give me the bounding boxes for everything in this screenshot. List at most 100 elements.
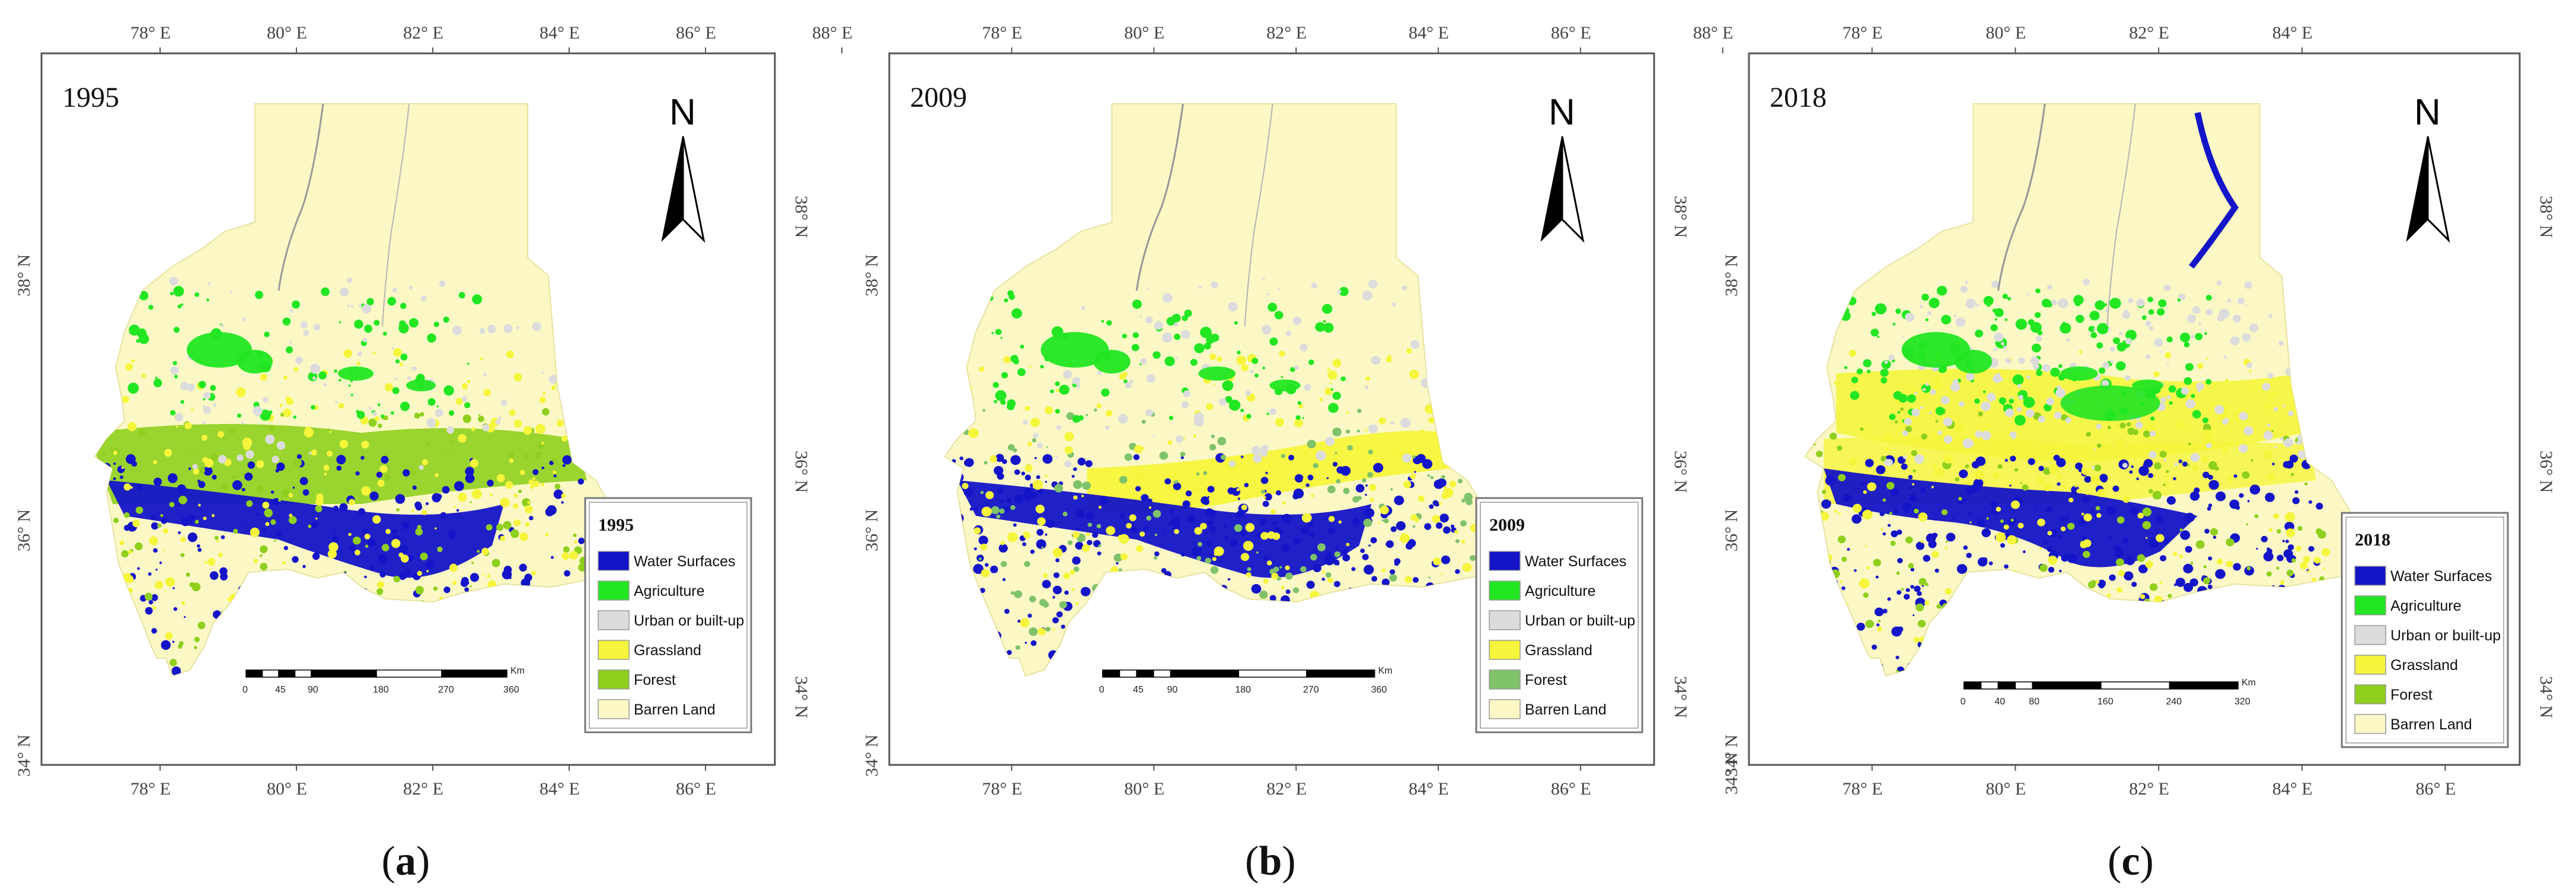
land-cover-patch <box>369 566 375 571</box>
land-cover-patch <box>2308 500 2313 504</box>
land-cover-patch <box>1010 591 1015 595</box>
land-cover-patch <box>1205 557 1211 564</box>
lat-label-right: 36° N <box>2536 451 2556 493</box>
land-cover-patch <box>1056 611 1063 618</box>
land-cover-patch <box>198 503 201 507</box>
land-cover-patch <box>1029 365 1032 368</box>
land-cover-patch <box>2184 377 2192 385</box>
land-cover-patch <box>131 461 138 467</box>
land-cover-patch <box>136 484 143 490</box>
lon-label-top: 84° E <box>2272 23 2313 43</box>
land-cover-patch <box>1046 446 1048 448</box>
land-cover-patch <box>1096 524 1102 529</box>
land-cover-patch <box>464 587 470 592</box>
land-cover-patch <box>1059 384 1070 395</box>
land-cover-patch <box>422 459 428 465</box>
land-cover-patch <box>973 547 977 551</box>
land-cover-patch <box>1992 374 2002 384</box>
land-cover-patch <box>980 490 984 495</box>
land-cover-patch <box>456 509 459 512</box>
land-cover-patch <box>1409 369 1419 379</box>
land-cover-patch <box>1260 489 1266 494</box>
land-cover-patch <box>2109 360 2114 363</box>
land-cover-patch <box>1236 488 1240 492</box>
land-cover-patch <box>1076 527 1079 530</box>
land-cover-patch <box>498 416 502 420</box>
lat-label-left: 34° N <box>14 735 34 777</box>
scale-bar-label: 320 <box>2235 697 2251 707</box>
land-cover-patch <box>442 486 450 494</box>
land-cover-patch <box>1373 462 1384 473</box>
land-cover-patch <box>989 455 997 463</box>
land-cover-patch <box>1368 424 1378 433</box>
land-cover-patch <box>1820 512 1830 521</box>
land-cover-patch <box>2244 416 2248 420</box>
legend-swatch <box>1489 699 1521 719</box>
land-cover-patch <box>169 502 175 508</box>
land-cover-patch <box>1024 642 1027 644</box>
land-cover-patch <box>2068 497 2074 503</box>
land-cover-patch <box>2321 548 2331 557</box>
land-cover-patch <box>170 292 174 296</box>
land-cover-patch <box>1169 509 1174 515</box>
land-cover-patch <box>415 586 424 595</box>
land-cover-patch <box>455 398 463 405</box>
land-cover-patch <box>187 383 195 392</box>
land-cover-patch <box>180 303 183 306</box>
land-cover-patch <box>452 580 457 585</box>
land-cover-patch <box>2242 333 2251 342</box>
legend-swatch <box>598 699 630 719</box>
land-cover-patch <box>2245 304 2248 306</box>
scale-bar-segment <box>261 669 279 678</box>
year-label: 2018 <box>1770 82 1827 113</box>
land-cover-patch <box>1362 478 1367 483</box>
legend-item-label: Water Surfaces <box>2390 568 2492 585</box>
land-cover-patch <box>123 512 130 518</box>
land-cover-patch <box>1304 384 1311 391</box>
land-cover-patch <box>1315 322 1326 332</box>
land-cover-patch <box>1050 389 1054 394</box>
agriculture-oasis <box>1954 350 1992 374</box>
land-cover-map <box>1804 103 2376 677</box>
land-cover-patch <box>1367 471 1374 478</box>
land-cover-patch <box>1407 539 1416 548</box>
land-cover-patch <box>1045 406 1054 414</box>
land-cover-patch <box>1198 542 1202 547</box>
land-cover-patch <box>1365 385 1369 390</box>
land-cover-patch <box>2191 394 2195 398</box>
land-cover-patch <box>2208 556 2213 561</box>
land-cover-patch <box>300 321 308 328</box>
land-cover-patch <box>1441 573 1444 575</box>
land-cover-patch <box>1917 620 1926 628</box>
land-cover-patch <box>2278 340 2284 346</box>
land-cover-patch <box>311 405 315 410</box>
land-cover-patch <box>1029 595 1036 602</box>
land-cover-patch <box>1298 461 1303 466</box>
land-cover-patch <box>213 403 217 407</box>
land-cover-patch <box>2185 512 2195 522</box>
land-cover-patch <box>506 350 514 359</box>
land-cover-patch <box>1309 531 1315 537</box>
land-cover-patch <box>2000 519 2004 523</box>
land-cover-patch <box>547 505 557 515</box>
land-cover-patch <box>1017 368 1026 377</box>
land-cover-patch <box>1428 576 1431 579</box>
land-cover-patch <box>400 401 410 411</box>
land-cover-patch <box>409 286 413 290</box>
land-cover-patch <box>1302 477 1309 483</box>
land-cover-patch <box>1307 474 1314 481</box>
land-cover-patch <box>1024 474 1032 481</box>
land-cover-patch <box>1865 545 1868 547</box>
land-cover-patch <box>531 570 537 576</box>
lat-label-left: 38° N <box>14 254 34 296</box>
land-cover-patch <box>310 521 317 528</box>
river <box>382 104 410 327</box>
land-cover-patch <box>2285 528 2296 538</box>
land-cover-patch <box>242 473 245 476</box>
land-cover-patch <box>1381 578 1390 586</box>
land-cover-patch <box>2267 473 2275 481</box>
land-cover-patch <box>2057 385 2061 390</box>
land-cover-patch <box>1863 359 1872 368</box>
land-cover-patch <box>2275 566 2280 570</box>
land-cover-patch <box>2189 578 2198 587</box>
